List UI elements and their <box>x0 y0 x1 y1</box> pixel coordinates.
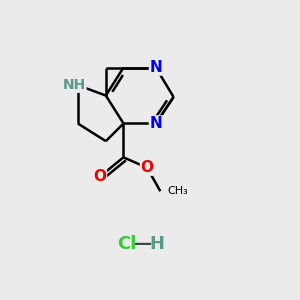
Text: Cl: Cl <box>117 235 136 253</box>
Text: N: N <box>149 60 162 75</box>
Text: O: O <box>141 160 154 175</box>
Text: H: H <box>150 235 165 253</box>
Text: NH: NH <box>63 78 86 92</box>
Text: N: N <box>149 116 162 131</box>
Text: CH₃: CH₃ <box>168 186 188 196</box>
Text: —: — <box>134 235 152 253</box>
Text: O: O <box>93 169 106 184</box>
